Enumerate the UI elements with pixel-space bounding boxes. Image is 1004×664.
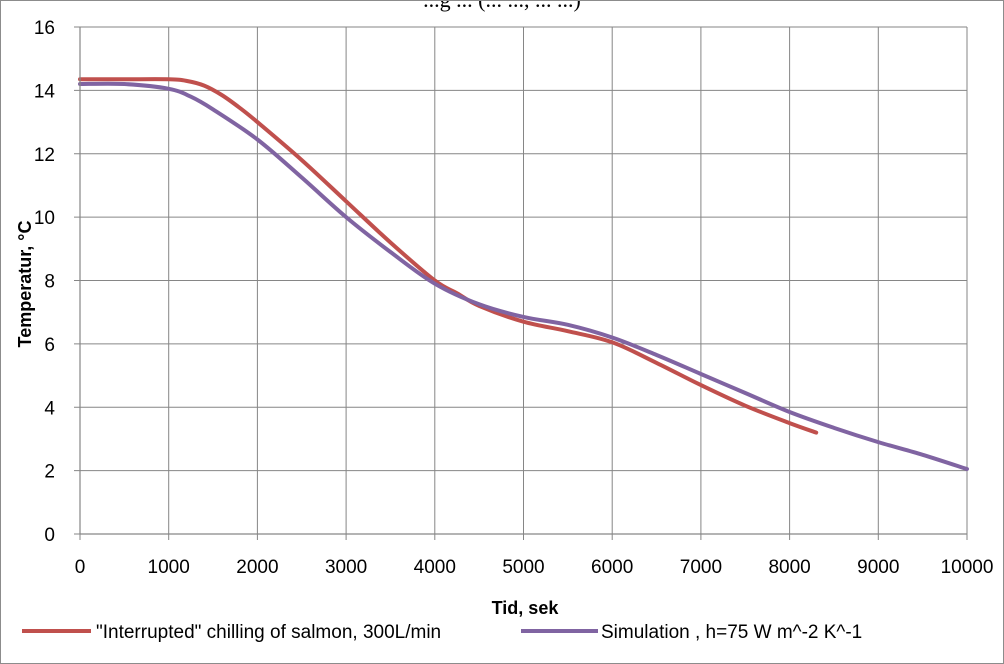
x-tick-label: 7000 — [680, 557, 722, 578]
interrupted-chilling-series-line — [78, 77, 819, 435]
y-tick-label: 8 — [44, 272, 55, 293]
y-tick-label: 16 — [34, 18, 55, 39]
x-tick-label: 5000 — [502, 557, 544, 578]
x-tick-label: 3000 — [325, 557, 367, 578]
y-tick-label: 2 — [44, 462, 55, 483]
x-tick-label: 0 — [75, 557, 86, 578]
chart-title: ...g ... (... ..., ... ...) — [1, 1, 1003, 13]
y-tick-label: 6 — [44, 335, 55, 356]
x-tick-label: 6000 — [591, 557, 633, 578]
y-axis-label: Temperatur, °C — [15, 221, 35, 348]
x-axis-label: Tid, sek — [492, 598, 560, 618]
simulation-series-line — [78, 81, 969, 472]
x-tick-label: 4000 — [414, 557, 456, 578]
series-lines — [78, 77, 969, 472]
y-tick-label: 0 — [44, 525, 55, 546]
x-tick-label: 2000 — [236, 557, 278, 578]
x-tick-label: 1000 — [148, 557, 190, 578]
legend: "Interrupted" chilling of salmon, 300L/m… — [22, 622, 862, 643]
axes: 0 1000 2000 3000 4000 5000 6000 7000 8000 9000 100… — [34, 18, 994, 578]
y-tick-label: 10 — [34, 208, 55, 229]
legend-label-simulation: Simulation , h=75 W m^-2 K^-1 — [601, 622, 862, 643]
x-tick-label: 9000 — [857, 557, 899, 578]
legend-label-interrupted: "Interrupted" chilling of salmon, 300L/m… — [96, 622, 441, 643]
y-tick-label: 4 — [44, 398, 55, 419]
x-tick-label: 10000 — [941, 557, 994, 578]
y-tick-label: 12 — [34, 145, 55, 166]
grid-lines — [80, 26, 968, 534]
y-tick-label: 14 — [34, 81, 56, 102]
x-tick-label: 8000 — [768, 557, 810, 578]
